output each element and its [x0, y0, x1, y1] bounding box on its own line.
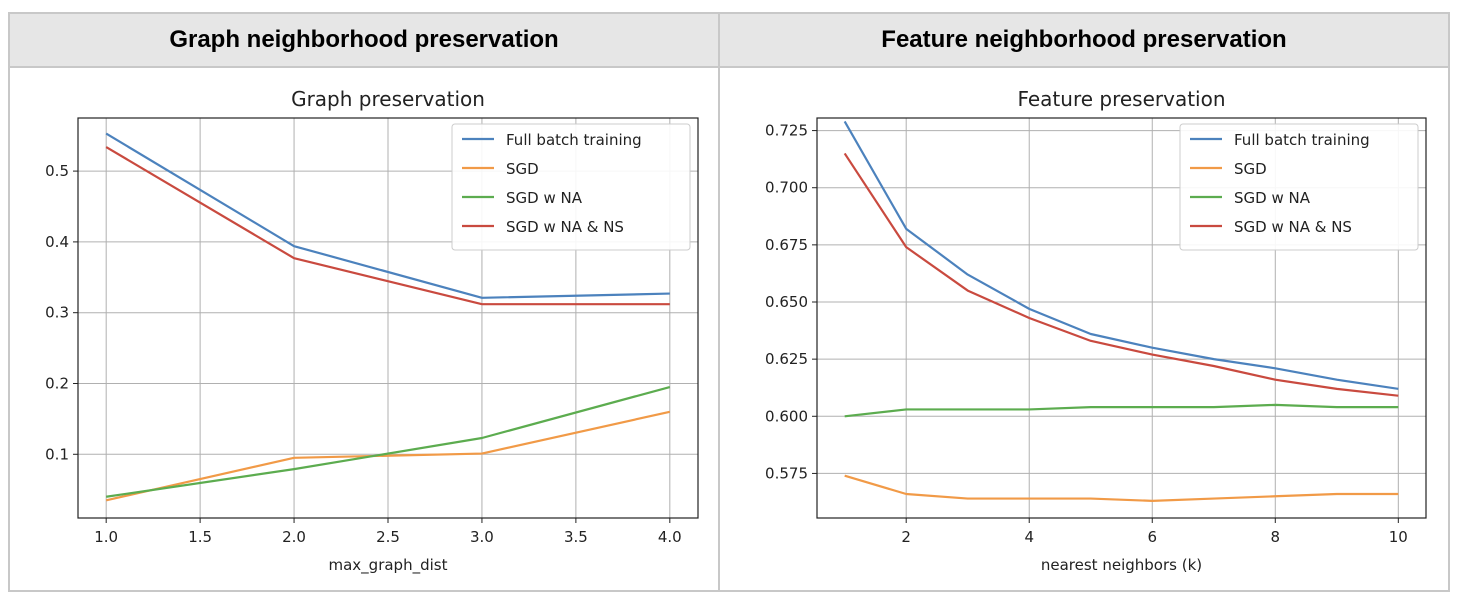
plot-frame [816, 117, 1427, 519]
panel-header-graph: Graph neighborhood preservation [10, 14, 718, 68]
series-line-sgd [105, 410, 671, 502]
series-line-sgd-w-na [844, 403, 1399, 418]
x-tick-label: 1.5 [188, 528, 212, 546]
y-tick-label: 0.725 [765, 122, 808, 140]
y-tick-label: 0.625 [765, 350, 808, 368]
chart-title: Feature preservation [1017, 87, 1225, 111]
plot-frame [77, 117, 699, 519]
panel-feature: Feature neighborhood preservation Featur… [720, 14, 1448, 590]
y-tick-label: 0.3 [45, 304, 69, 322]
x-tick-label: 3.0 [470, 528, 494, 546]
series-line-sgd-w-na-ns [843, 152, 1399, 397]
legend-entry: Full batch training [1234, 131, 1370, 149]
x-tick-label: 3.5 [564, 528, 588, 546]
legend-box [1179, 123, 1419, 251]
x-tick-label: 4 [1024, 528, 1034, 546]
chart-feature-preservation: Feature preservation 2 4 6 8 10 0.575 0.600 0.62… [765, 87, 1427, 574]
x-tick-label: 2.5 [376, 528, 400, 546]
x-tick-label: 2.0 [282, 528, 306, 546]
y-tick-label: 0.650 [765, 293, 808, 311]
y-tick-label: 0.575 [765, 464, 808, 482]
series-line-sgd [844, 474, 1399, 502]
figure-frame: Graph neighborhood preservation Graph pr… [8, 12, 1450, 592]
y-tick-label: 0.675 [765, 236, 808, 254]
series-line-full-batch-training [105, 132, 670, 299]
legend-entry: SGD w NA & NS [1234, 218, 1352, 236]
chart-title: Graph preservation [291, 87, 485, 111]
legend-entry: SGD w NA & NS [506, 218, 624, 236]
panel-graph: Graph neighborhood preservation Graph pr… [10, 14, 720, 590]
chart-graph-preservation: Graph preservation 1.0 1.5 2.0 2.5 3.0 3.5 4.0 0… [45, 87, 699, 575]
x-tick-label: 10 [1389, 528, 1408, 546]
legend-entry: SGD [1234, 160, 1267, 178]
x-tick-label: 8 [1271, 528, 1281, 546]
legend-entry: SGD w NA [1234, 189, 1311, 207]
x-tick-label: 4.0 [658, 528, 682, 546]
x-axis-label: max_graph_dist [329, 556, 448, 575]
series-line-sgd-w-na-ns [105, 146, 670, 306]
x-axis-label: nearest neighbors (k) [1041, 556, 1202, 574]
legend-entry: Full batch training [506, 131, 642, 149]
legend-box [451, 123, 691, 251]
y-tick-label: 0.700 [765, 179, 808, 197]
y-tick-label: 0.1 [45, 445, 69, 463]
x-tick-label: 6 [1147, 528, 1157, 546]
y-tick-label: 0.600 [765, 407, 808, 425]
x-tick-label: 2 [901, 528, 911, 546]
legend-entry: SGD w NA [506, 189, 583, 207]
x-tick-label: 1.0 [94, 528, 118, 546]
panel-header-feature: Feature neighborhood preservation [720, 14, 1448, 68]
y-tick-label: 0.4 [45, 233, 69, 251]
y-tick-label: 0.2 [45, 374, 69, 392]
y-tick-label: 0.5 [45, 162, 69, 180]
series-line-sgd-w-na [106, 385, 671, 498]
series-line-full-batch-training [843, 120, 1399, 390]
legend-entry: SGD [506, 160, 539, 178]
